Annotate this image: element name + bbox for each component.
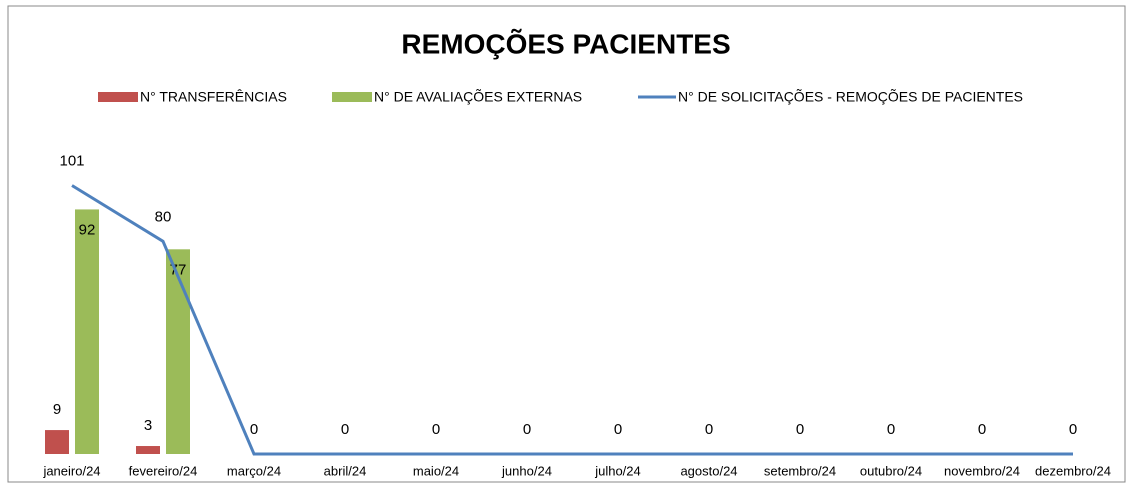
data-label: 80 [155,208,172,225]
x-tick-label: dezembro/24 [1035,463,1111,478]
legend-label: N° DE AVALIAÇÕES EXTERNAS [374,89,582,105]
bar [75,209,99,454]
chart-title: REMOÇÕES PACIENTES [401,28,730,59]
line [71,184,1073,456]
data-label: 0 [341,421,349,438]
x-tick-label: junho/24 [501,463,552,478]
x-tick-label: março/24 [227,463,281,478]
bar [136,446,160,454]
x-tick-label: abril/24 [324,463,367,478]
data-label: 0 [978,421,986,438]
data-label: 0 [1069,421,1077,438]
data-label: 9 [53,401,61,418]
x-tick-label: agosto/24 [680,463,737,478]
data-label: 0 [705,421,713,438]
legend-swatch [98,92,138,102]
x-tick-label: maio/24 [413,463,459,478]
data-label: 92 [79,221,96,238]
data-label: 0 [523,421,531,438]
data-label: 0 [432,421,440,438]
x-tick-label: janeiro/24 [42,463,100,478]
x-tick-label: julho/24 [594,463,641,478]
data-label: 0 [250,421,258,438]
legend-label: N° TRANSFERÊNCIAS [140,89,287,105]
x-tick-label: fevereiro/24 [129,463,198,478]
x-tick-label: novembro/24 [944,463,1020,478]
data-label: 0 [796,421,804,438]
chart-border [7,5,1126,483]
data-label: 101 [59,152,84,169]
bar [45,430,69,454]
data-label: 3 [144,417,152,434]
x-tick-label: setembro/24 [764,463,836,478]
legend-label: N° DE SOLICITAÇÕES - REMOÇÕES DE PACIENT… [678,89,1023,105]
data-label: 0 [614,421,622,438]
data-label: 0 [887,421,895,438]
bar [166,249,190,454]
x-tick-label: outubro/24 [860,463,922,478]
legend-swatch [332,92,372,102]
